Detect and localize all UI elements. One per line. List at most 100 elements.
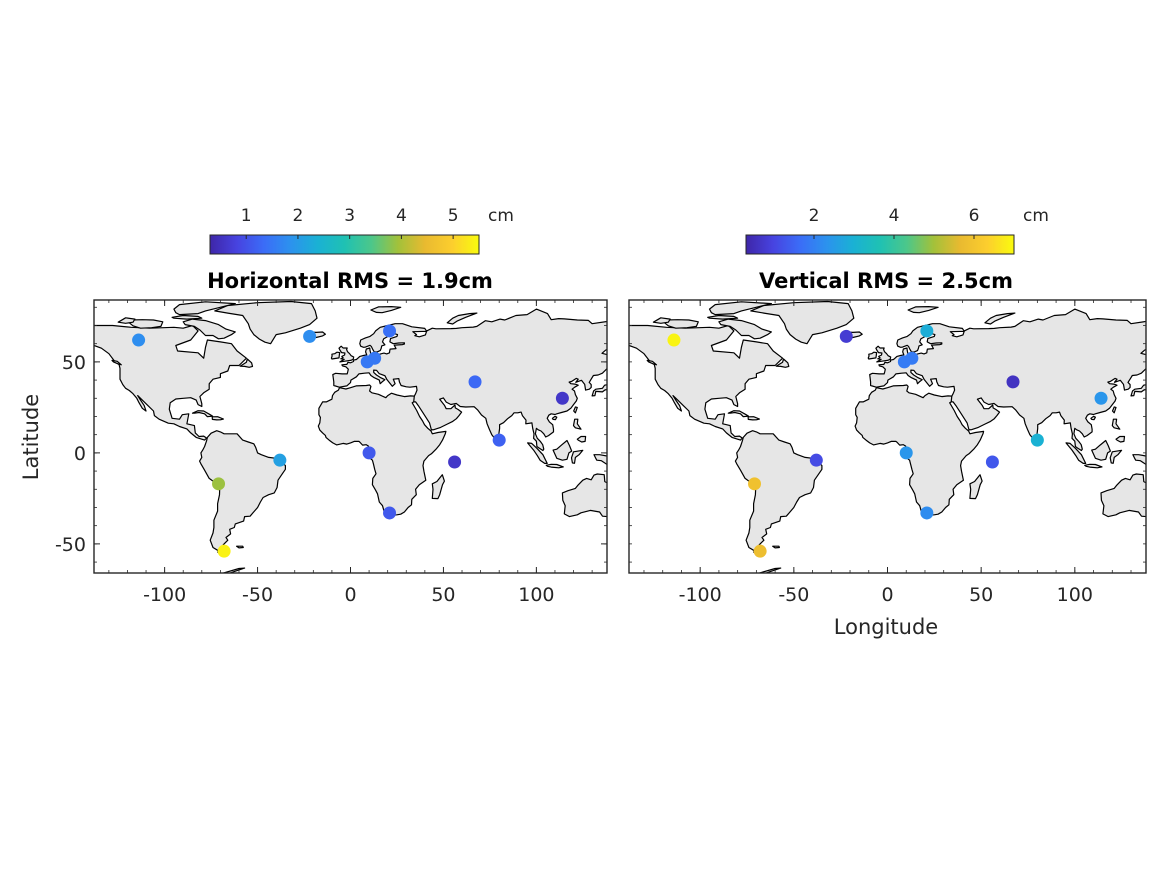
- landmass: [182, 318, 236, 340]
- landmass: [551, 415, 558, 421]
- landmass: [747, 416, 760, 421]
- station-point: [1030, 433, 1044, 447]
- y-tick-label: 50: [62, 352, 86, 374]
- landmass: [611, 370, 621, 377]
- station-point: [905, 351, 919, 365]
- landmass: [1111, 418, 1121, 430]
- landmass: [875, 345, 892, 363]
- y-tick-label: 0: [74, 443, 86, 465]
- panel-title: Horizontal RMS = 1.9cm: [207, 269, 493, 293]
- landmass: [338, 345, 355, 363]
- colorbar-tick-label: 6: [969, 206, 980, 226]
- station-point: [468, 375, 482, 389]
- landmass: [561, 473, 607, 518]
- landmass: [552, 439, 573, 461]
- station-point: [217, 544, 231, 558]
- station-point: [899, 446, 913, 460]
- x-tick-label: 0: [881, 584, 893, 606]
- colorbar-gradient: [209, 234, 480, 255]
- colorbar-tick-label: 3: [344, 206, 355, 226]
- landmass: [707, 314, 739, 320]
- map-axes: -100 -50 0 50 100: [628, 299, 1166, 606]
- landmass: [1109, 449, 1123, 464]
- colorbar-tick-label: 5: [448, 206, 459, 226]
- colorbar-tick-label: 2: [809, 206, 820, 226]
- x-tick-label: 0: [344, 584, 356, 606]
- landmass: [317, 384, 447, 517]
- colorbar-tick-label: 2: [293, 206, 304, 226]
- landmass: [572, 418, 582, 430]
- landmass: [984, 312, 1016, 325]
- landmass: [117, 317, 136, 324]
- landmass: [1115, 435, 1126, 443]
- x-tick-label: -100: [143, 584, 186, 606]
- x-tick-label: 50: [969, 584, 993, 606]
- station-point: [368, 351, 382, 365]
- x-tick-label: -50: [778, 584, 809, 606]
- landmass: [545, 463, 564, 469]
- coastlines: [629, 300, 1166, 573]
- station-point: [1006, 375, 1020, 389]
- x-tick-label: -100: [679, 584, 722, 606]
- landmass: [757, 567, 782, 573]
- colorbar-gradient: [745, 234, 1015, 255]
- panel-title: Vertical RMS = 2.5cm: [759, 269, 1013, 293]
- horizontal-panel: Horizontal RMS = 1.9cm 1 2 3 4 5 cm -100 -50 0 5…: [19, 206, 627, 606]
- landmass: [1090, 415, 1096, 421]
- landmass: [1091, 439, 1111, 461]
- landmass: [867, 351, 878, 360]
- landmass: [1132, 454, 1146, 467]
- station-point: [448, 455, 462, 469]
- landmass: [236, 545, 244, 549]
- landmass: [570, 449, 584, 464]
- landmass: [646, 359, 658, 366]
- colorbar-tick-label: 4: [396, 206, 407, 226]
- landmass: [171, 314, 203, 320]
- x-tick-label: -50: [242, 584, 273, 606]
- landmass: [593, 454, 607, 467]
- landmass: [620, 527, 627, 532]
- landmass: [111, 359, 122, 366]
- station-point: [132, 333, 146, 347]
- landmass: [1065, 442, 1087, 464]
- colorbar-unit: cm: [1023, 206, 1049, 226]
- landmass: [330, 351, 341, 360]
- station-point: [383, 506, 397, 520]
- landmass: [576, 435, 587, 443]
- station-point: [273, 453, 287, 467]
- landmass: [772, 545, 780, 549]
- landmass: [1159, 527, 1166, 532]
- landmass: [446, 312, 478, 325]
- station-point: [383, 324, 397, 338]
- landmass: [1150, 370, 1160, 377]
- vertical-panel: Vertical RMS = 2.5cm 2 4 6 cm -100 -50 0 50 100…: [628, 206, 1166, 639]
- station-point: [362, 446, 376, 460]
- landmass: [211, 416, 224, 421]
- landmass: [969, 474, 983, 500]
- landmass: [907, 306, 939, 314]
- station-point: [985, 455, 999, 469]
- landmass: [727, 410, 750, 418]
- map-axes: -100 -50 0 50 100 -50 0 50: [55, 299, 627, 606]
- landmass: [664, 319, 699, 329]
- station-point: [492, 433, 506, 447]
- landmass: [614, 354, 617, 369]
- station-point: [920, 324, 934, 338]
- colorbar-tick-label: 4: [889, 206, 900, 226]
- landmass: [128, 319, 164, 329]
- landmass: [370, 306, 402, 314]
- landmass: [591, 384, 607, 397]
- x-tick-label: 100: [1057, 584, 1093, 606]
- station-point: [1094, 391, 1108, 405]
- landmass: [1130, 384, 1146, 397]
- landmass: [854, 384, 985, 517]
- colorbar: 2 4 6 cm: [745, 206, 1049, 255]
- y-axis-label: Latitude: [19, 394, 43, 480]
- station-point: [555, 391, 569, 405]
- colorbar: 1 2 3 4 5 cm: [209, 206, 514, 255]
- y-tick-label: -50: [55, 534, 86, 556]
- landmass: [573, 406, 578, 414]
- x-axis-label: Longitude: [834, 615, 938, 639]
- station-point: [839, 329, 853, 343]
